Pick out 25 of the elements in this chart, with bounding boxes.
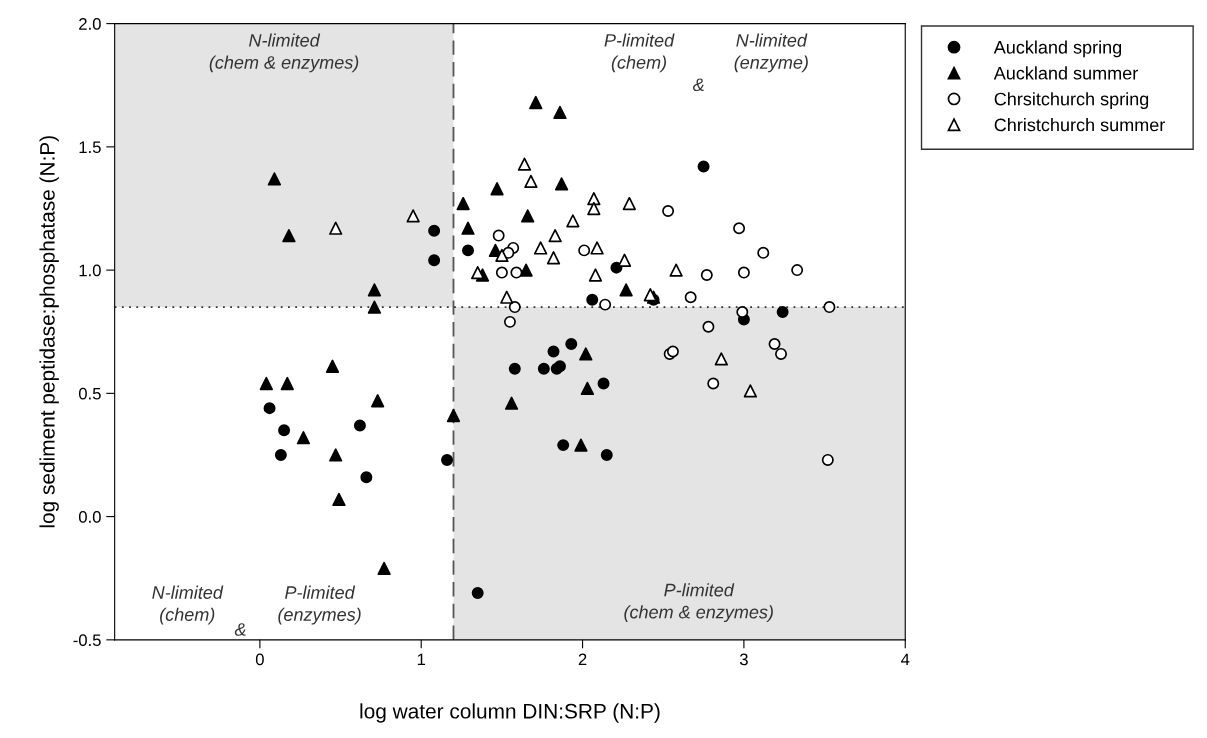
annotation: P-limited (chem & enzymes) [624, 583, 773, 623]
annotation: & [234, 623, 246, 636]
annotation: P-limited (chem) [604, 33, 675, 73]
annotation: N-limited (chem & enzymes) [209, 33, 359, 73]
x-tick-label: 4 [901, 653, 910, 666]
y-axis-title: log sediment peptidase:phosphatase (N:P) [39, 136, 59, 528]
y-tick-label: 0.5 [78, 387, 101, 400]
x-tick-label: 3 [739, 653, 748, 666]
legend-label: Chrsitchurch spring [994, 92, 1149, 109]
x-axis-title: log water column DIN:SRP (N:P) [360, 703, 660, 723]
x-tick-label: 0 [255, 653, 264, 666]
annotation: & [693, 78, 704, 92]
legend-label: Christchurch summer [994, 118, 1166, 132]
y-tick-label: -0.5 [73, 634, 101, 647]
y-tick-label: 1.0 [79, 264, 101, 277]
x-tick-label: 1 [417, 653, 426, 666]
y-tick-label: 1.5 [79, 141, 101, 154]
legend-label: Auckland spring [993, 40, 1122, 58]
legend-label: Auckland summer [993, 66, 1138, 80]
y-tick-label: 2.0 [79, 18, 101, 30]
x-tick-label: 2 [578, 653, 587, 666]
y-tick-label: 0.0 [78, 511, 101, 523]
annotation: N-limited (chem) [152, 585, 224, 625]
annotation: N-limited (enzyme) [734, 33, 808, 73]
annotation: P-limited (enzymes) [278, 585, 361, 625]
